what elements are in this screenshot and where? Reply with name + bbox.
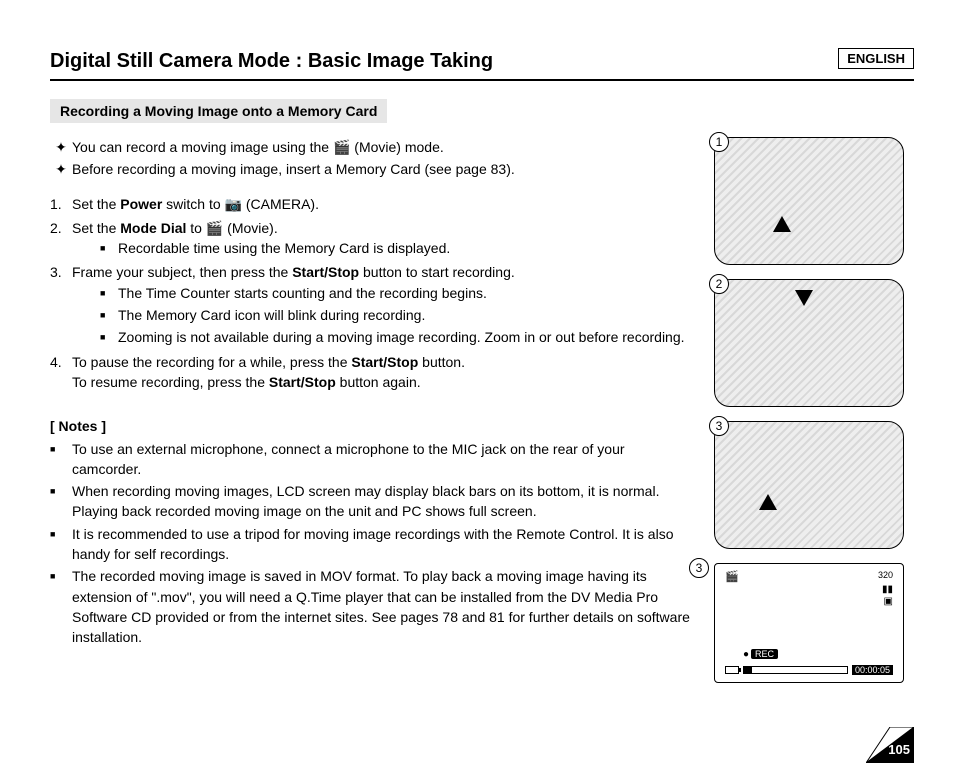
body-text: ✦You can record a moving image using the… xyxy=(50,137,690,683)
note-item: It is recommended to use a tripod for mo… xyxy=(50,524,690,565)
rec-indicator: ●REC xyxy=(743,649,778,660)
notes-heading: [ Notes ] xyxy=(50,416,690,436)
figure-3: 3 xyxy=(714,421,904,549)
sub-item: The Time Counter starts counting and the… xyxy=(100,283,690,303)
sub-item: Zooming is not available during a moving… xyxy=(100,327,690,347)
intro-line: Before recording a moving image, insert … xyxy=(72,159,515,179)
step-item: Frame your subject, then press the Start… xyxy=(50,262,690,347)
figure-number: 3 xyxy=(709,416,729,436)
note-item: To use an external microphone, connect a… xyxy=(50,439,690,480)
step-item: To pause the recording for a while, pres… xyxy=(50,352,690,393)
language-badge: ENGLISH xyxy=(838,48,914,69)
note-item: When recording moving images, LCD screen… xyxy=(50,481,690,522)
figure-number: 1 xyxy=(709,132,729,152)
figures-column: 1 2 3 3 🎬 320 ▮▮▣ ●REC 00:00:05 xyxy=(714,137,914,683)
intro-line: You can record a moving image using the … xyxy=(72,137,444,157)
arrow-icon xyxy=(795,290,813,306)
arrow-icon xyxy=(759,494,777,510)
battery-icon xyxy=(725,666,739,674)
bullet-icon: ✦ xyxy=(50,137,72,157)
notes-list: To use an external microphone, connect a… xyxy=(50,439,690,648)
timecode: 00:00:05 xyxy=(852,665,893,675)
figure-number: 3 xyxy=(689,558,709,578)
page-title: Digital Still Camera Mode : Basic Image … xyxy=(50,50,914,81)
sub-item: Recordable time using the Memory Card is… xyxy=(100,238,690,258)
movie-icon: 🎬 xyxy=(725,570,739,583)
page-number-corner: 105 xyxy=(866,727,914,763)
bullet-icon: ✦ xyxy=(50,159,72,179)
figure-2: 2 xyxy=(714,279,904,407)
progress-bar xyxy=(743,666,848,674)
lcd-screen: 3 🎬 320 ▮▮▣ ●REC 00:00:05 xyxy=(714,563,904,683)
figure-number: 2 xyxy=(709,274,729,294)
steps-list: Set the Power switch to 📷 (CAMERA). Set … xyxy=(50,194,690,393)
page-number: 105 xyxy=(888,742,910,757)
arrow-icon xyxy=(773,216,791,232)
step-item: Set the Power switch to 📷 (CAMERA). xyxy=(50,194,690,214)
section-heading: Recording a Moving Image onto a Memory C… xyxy=(50,99,387,123)
figure-1: 1 xyxy=(714,137,904,265)
intro-block: ✦You can record a moving image using the… xyxy=(50,137,690,180)
step-item: Set the Mode Dial to 🎬 (Movie). Recordab… xyxy=(50,218,690,259)
status-icons: ▮▮▣ xyxy=(882,584,893,608)
resolution-label: 320 xyxy=(878,570,893,580)
note-item: The recorded moving image is saved in MO… xyxy=(50,566,690,647)
sub-item: The Memory Card icon will blink during r… xyxy=(100,305,690,325)
